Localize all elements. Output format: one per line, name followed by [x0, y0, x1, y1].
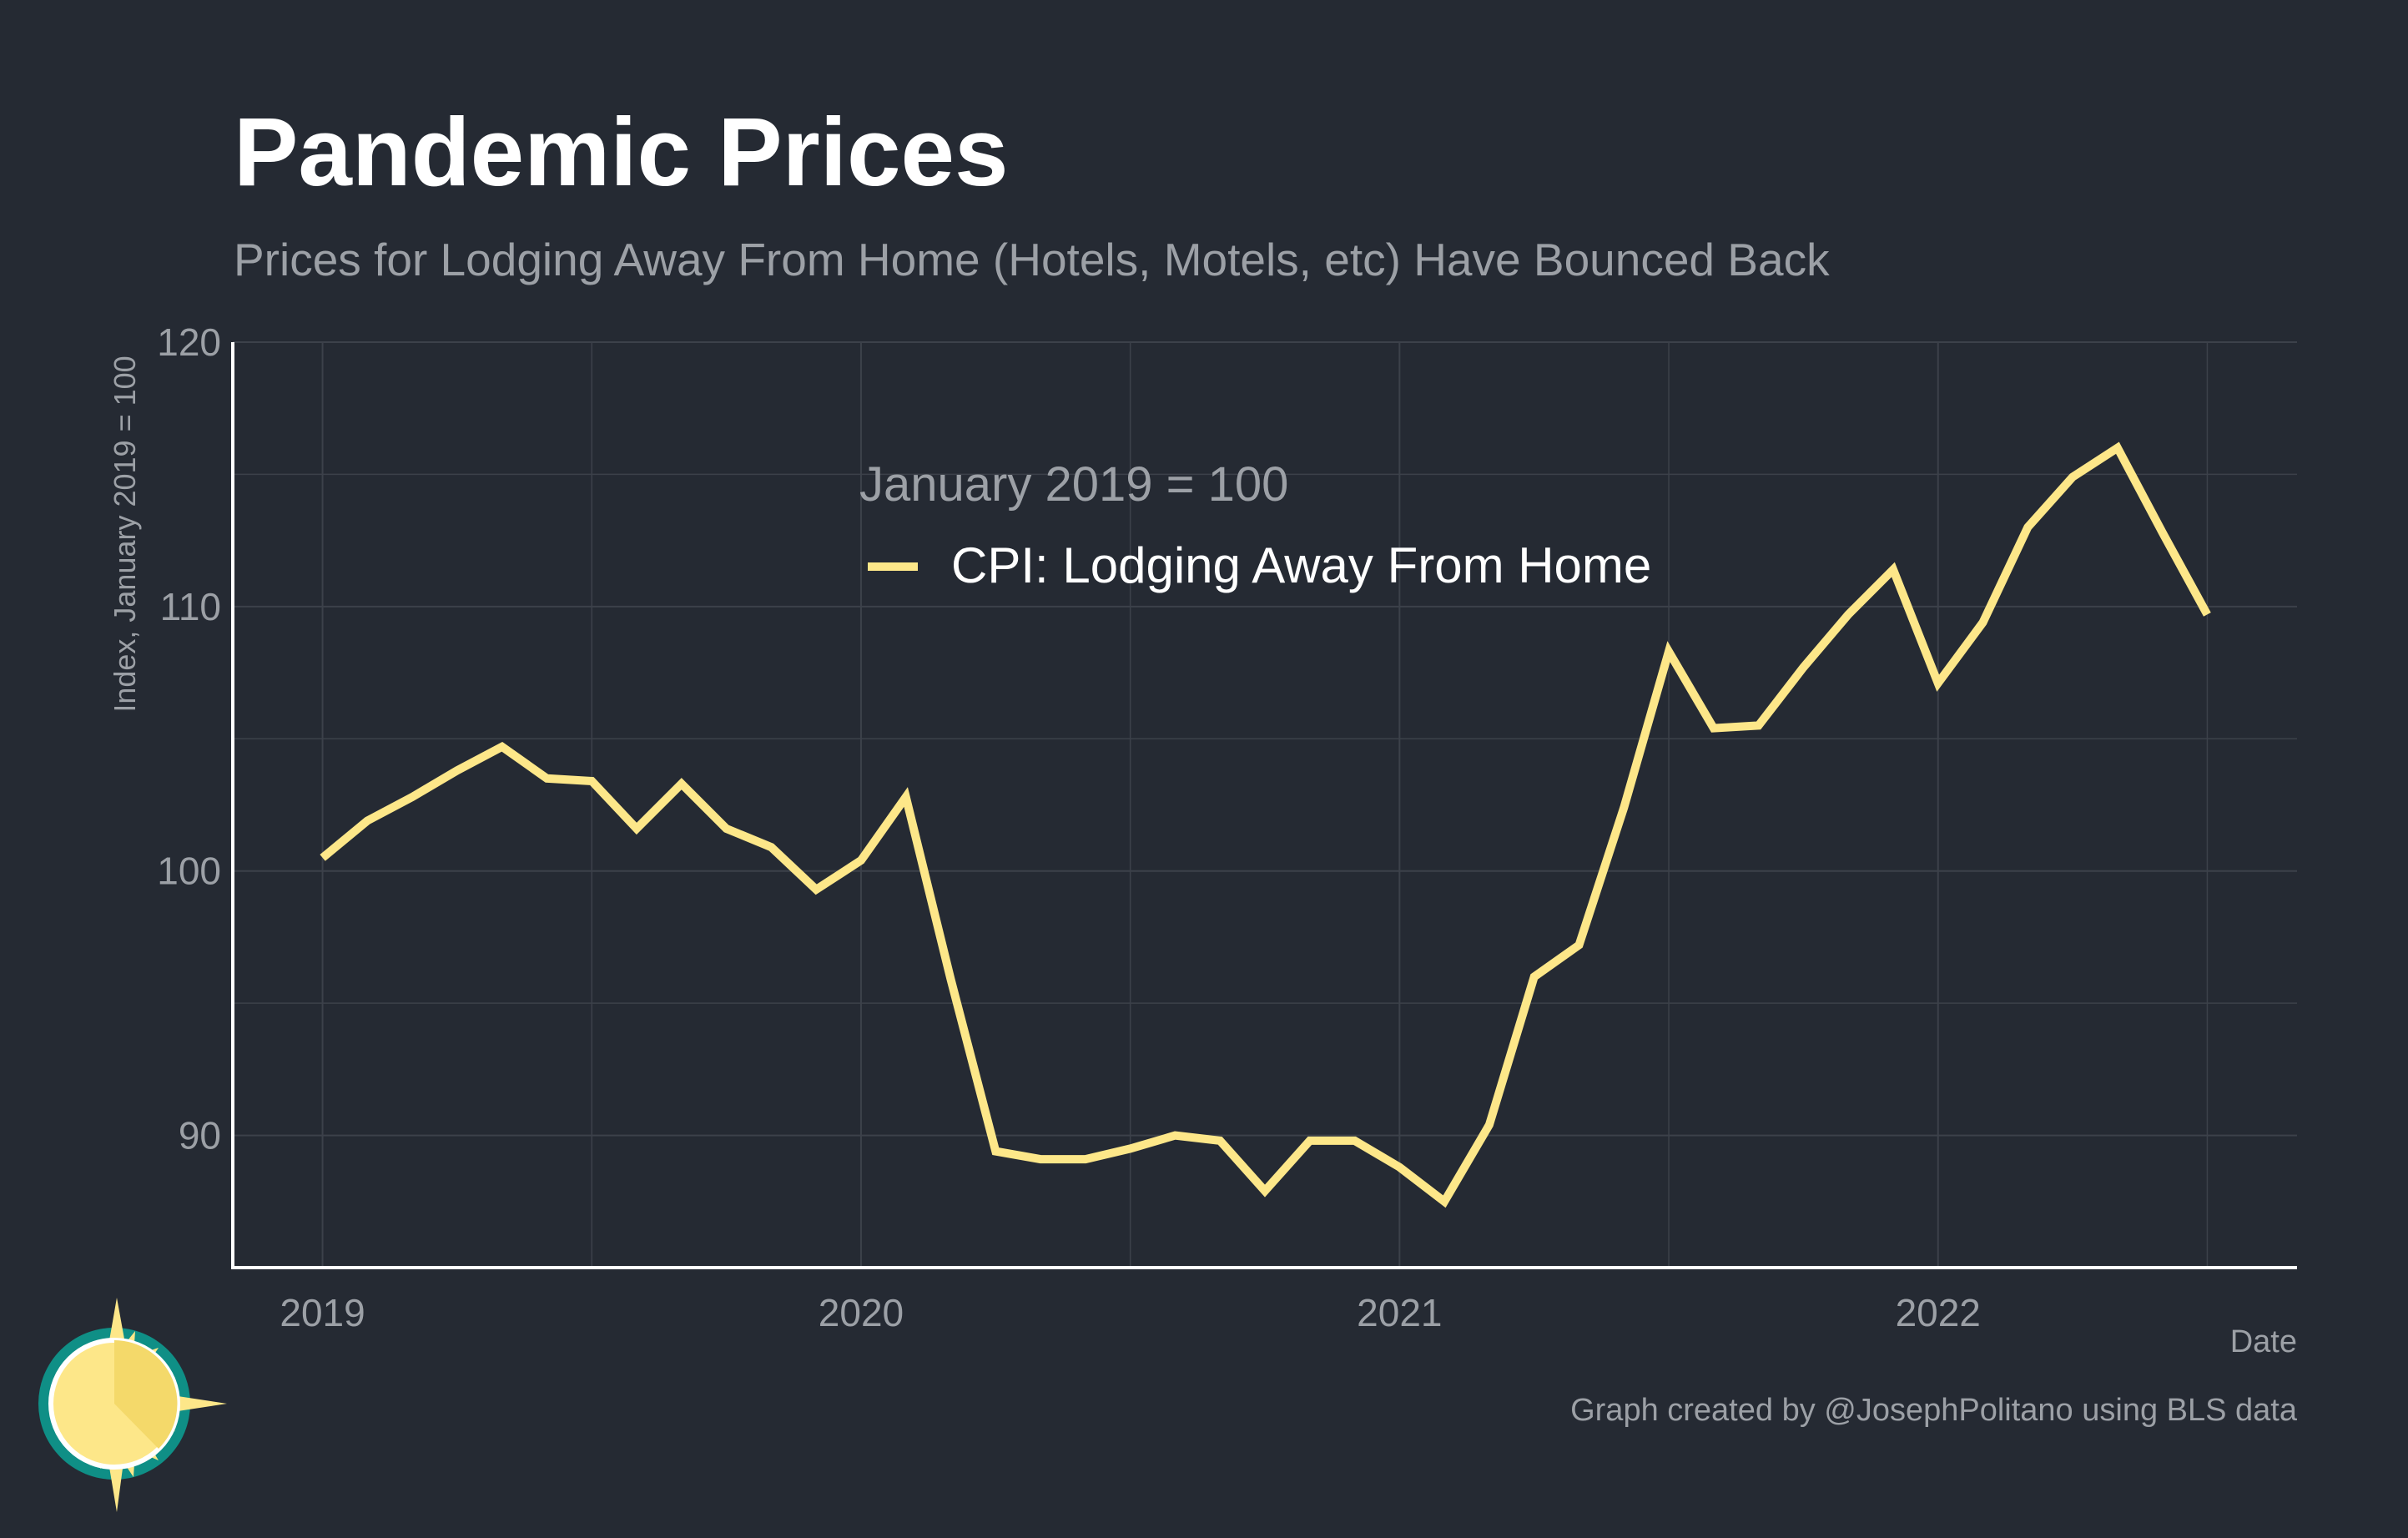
legend-title: January 2019 = 100: [859, 457, 1288, 512]
caption: Graph created by @JosephPolitano using B…: [1570, 1393, 2298, 1428]
chart-title: Pandemic Prices: [234, 98, 1009, 206]
y-axis-label: Index, January 2019 = 100: [108, 356, 142, 712]
series-line: [320, 441, 2211, 1208]
legend-entry-label: CPI: Lodging Away From Home: [951, 537, 1651, 593]
sun-logo-icon: [38, 1298, 227, 1512]
x-tick-label: 2019: [280, 1291, 365, 1334]
y-axis-ticks: 90 100 110 120: [157, 320, 221, 1157]
y-tick-label: 110: [160, 585, 221, 628]
chart-subtitle: Prices for Lodging Away From Home (Hotel…: [234, 234, 1830, 285]
y-tick-label: 90: [179, 1114, 221, 1157]
x-axis-ticks: 2019 2020 2021 2022: [280, 1291, 1981, 1334]
x-tick-label: 2022: [1896, 1291, 1981, 1334]
y-tick-label: 120: [157, 320, 221, 364]
series-layer: [320, 441, 2211, 1208]
x-axis-label: Date: [2230, 1324, 2297, 1359]
legend: January 2019 = 100 CPI: Lodging Away Fro…: [859, 457, 1651, 593]
x-tick-label: 2021: [1357, 1291, 1442, 1334]
y-tick-label: 100: [157, 850, 221, 893]
x-tick-label: 2020: [819, 1291, 904, 1334]
gridlines: [233, 341, 2297, 1268]
